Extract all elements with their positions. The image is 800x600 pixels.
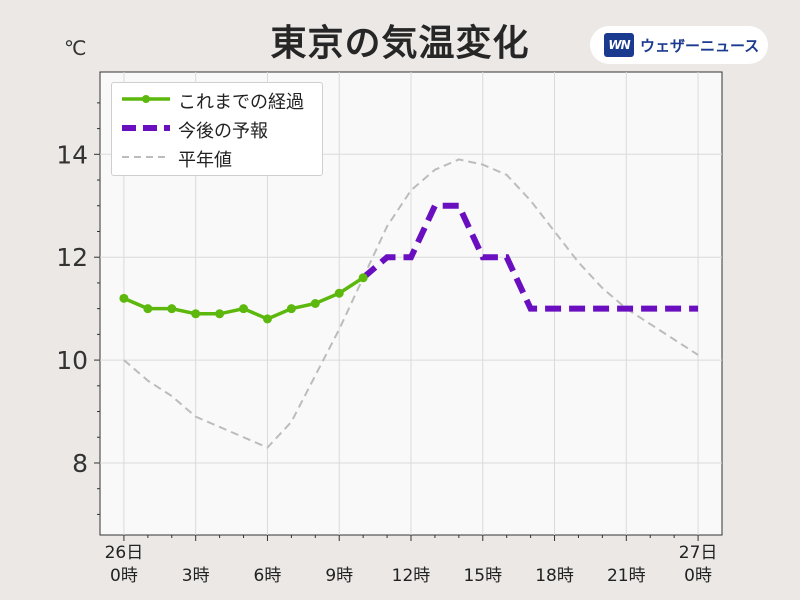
brand-name: ウェザーニュース	[640, 37, 760, 55]
y-tick-label: 14	[56, 140, 88, 169]
legend-forecast-swatch	[122, 125, 170, 131]
x-tick-label-hour: 9時	[325, 566, 353, 586]
observed-point	[191, 309, 201, 319]
y-tick-label: 12	[56, 243, 88, 272]
observed-point	[119, 293, 129, 303]
x-tick-label-date: 27日	[679, 543, 718, 563]
x-tick-label-hour: 0時	[110, 566, 138, 586]
observed-point	[215, 309, 225, 319]
x-tick-label-hour: 18時	[535, 566, 574, 586]
legend-label-normal: 平年値	[178, 150, 232, 171]
legend-label-forecast: 今後の予報	[178, 121, 268, 142]
x-tick-label-hour: 15時	[463, 566, 502, 586]
observed-point	[167, 304, 177, 314]
legend-normal-swatch	[122, 156, 170, 158]
brand-logo: WN ウェザーニュース	[590, 26, 768, 64]
x-tick-label-hour: 0時	[684, 566, 712, 586]
axis-ticks	[94, 102, 699, 541]
chart-title: 東京の気温変化	[270, 23, 530, 64]
observed-point	[334, 288, 344, 298]
series-layer	[119, 158, 699, 449]
normal-temperature-line	[123, 158, 699, 449]
observed-point	[286, 304, 296, 314]
y-axis-unit-label: ℃	[64, 36, 87, 60]
legend-label-observed: これまでの経過	[178, 92, 304, 113]
x-tick-label-hour: 12時	[392, 566, 431, 586]
brand-mark-icon: WN	[604, 33, 634, 57]
legend-item-forecast: 今後の予報	[112, 114, 322, 142]
observed-point	[358, 273, 368, 283]
x-tick-label-date: 26日	[105, 543, 144, 563]
observed-point	[262, 314, 272, 324]
x-tick-label-hour: 3時	[182, 566, 210, 586]
x-tick-label-hour: 6時	[254, 566, 282, 586]
y-tick-label: 8	[72, 449, 88, 478]
legend-observed-swatch	[122, 95, 170, 103]
tick-labels: 8 10 12 14 26日 0時 3時 6時 9時 12時 15時 18時 21時 27日 0時	[56, 140, 717, 586]
legend-item-observed: これまでの経過	[112, 85, 322, 113]
observed-point	[239, 304, 249, 314]
observed-point	[310, 299, 320, 308]
x-tick-label-hour: 21時	[607, 566, 646, 586]
legend: これまでの経過 今後の予報 平年値	[111, 82, 323, 176]
observed-point	[143, 304, 153, 314]
legend-item-normal: 平年値	[112, 143, 322, 171]
y-tick-label: 10	[56, 346, 88, 375]
forecast-line	[361, 202, 699, 312]
